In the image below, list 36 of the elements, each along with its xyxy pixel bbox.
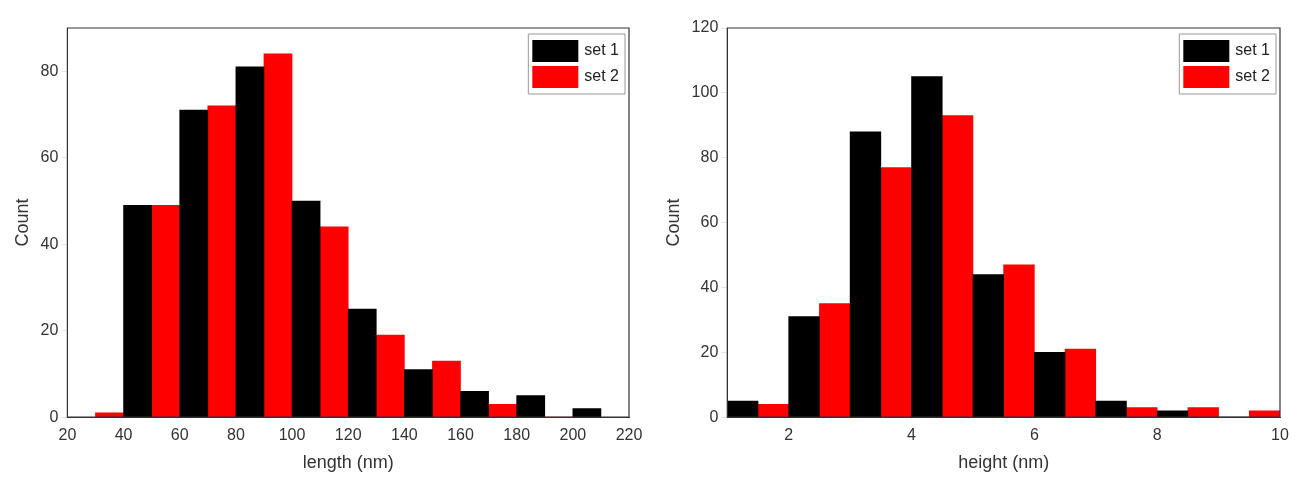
x-tick-label: 160: [447, 426, 474, 444]
y-axis-title: Count: [662, 198, 683, 247]
x-tick-label: 6: [1029, 426, 1039, 444]
x-tick-label: 10: [1271, 426, 1289, 444]
x-tick-label: 100: [278, 426, 306, 444]
x-tick-label: 40: [114, 426, 133, 444]
x-tick-label: 220: [615, 426, 643, 444]
y-tick-label: 120: [691, 18, 719, 36]
x-tick-label: 120: [334, 426, 362, 444]
x-tick-label: 8: [1152, 426, 1162, 444]
x-axis-title: height (nm): [958, 452, 1050, 473]
x-tick-label: 200: [559, 426, 587, 444]
y-tick-label: 60: [40, 148, 59, 166]
y-tick-label: 0: [49, 407, 59, 425]
x-tick-label: 60: [170, 426, 189, 444]
y-tick-label: 0: [709, 407, 719, 425]
y-tick-label: 40: [40, 234, 59, 252]
y-tick-label: 100: [691, 83, 719, 101]
y-tick-label: 40: [700, 277, 719, 295]
y-tick-label: 20: [700, 342, 719, 360]
x-tick-label: 80: [226, 426, 245, 444]
x-axis-title: length (nm): [302, 452, 394, 473]
legend-label: set 2: [1235, 67, 1271, 85]
x-tick-label: 4: [907, 426, 917, 444]
legend-label: set 2: [584, 67, 620, 85]
x-tick-label: 20: [58, 426, 77, 444]
y-tick-label: 60: [700, 213, 719, 231]
y-tick-label: 20: [40, 321, 59, 339]
y-tick-label: 80: [700, 148, 719, 166]
legend-label: set 1: [1235, 41, 1271, 59]
x-tick-label: 140: [391, 426, 418, 444]
y-axis-title: Count: [11, 198, 32, 247]
legend-label: set 1: [584, 41, 620, 59]
x-tick-label: 180: [503, 426, 531, 444]
y-tick-label: 80: [40, 61, 59, 79]
x-tick-label: 2: [784, 426, 794, 444]
